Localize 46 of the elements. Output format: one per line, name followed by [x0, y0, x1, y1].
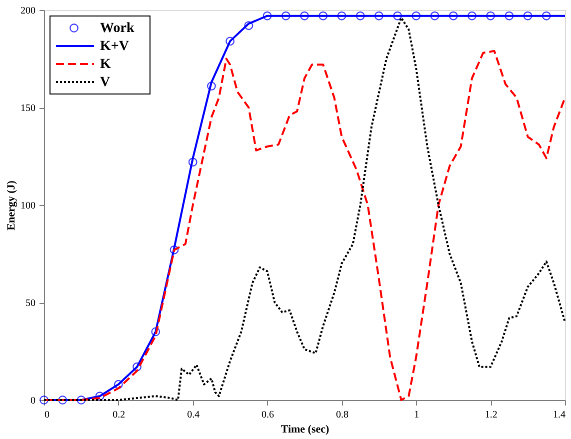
y-tick-label: 150 — [20, 103, 36, 114]
legend-label: Work — [100, 21, 134, 36]
x-tick-label: 1 — [414, 410, 420, 420]
point — [393, 11, 402, 20]
x-tick-label: 0.8 — [336, 410, 348, 420]
point — [206, 82, 216, 91]
point — [504, 11, 514, 20]
legend-label: K+V — [100, 39, 129, 54]
y-tick-label: 50 — [26, 298, 36, 309]
x-tick-label: 0 — [44, 410, 50, 420]
x-tick-label: 0.6 — [262, 410, 274, 420]
point — [170, 245, 179, 254]
point — [188, 158, 198, 167]
point — [412, 11, 421, 20]
point — [300, 11, 309, 20]
legend-label: K — [100, 57, 111, 72]
legend-label: V — [100, 75, 110, 90]
point — [374, 11, 384, 20]
point — [318, 11, 328, 20]
x-tick-label: 0.2 — [112, 410, 126, 420]
point — [467, 11, 476, 20]
point — [244, 21, 254, 30]
point — [262, 11, 272, 20]
x-tick-label: 1.2 — [484, 410, 498, 420]
point — [356, 11, 365, 20]
x-tick-label: 1.4 — [553, 410, 566, 420]
point — [430, 11, 440, 20]
y-tick-label: 100 — [20, 200, 36, 212]
y-tick-label: 0 — [30, 396, 36, 406]
point — [337, 11, 346, 20]
point — [523, 11, 532, 20]
point — [132, 362, 142, 372]
point — [76, 396, 86, 404]
point — [95, 392, 104, 401]
x-axis-title: Time (sec) — [280, 424, 330, 436]
point — [542, 11, 551, 20]
y-axis-title: Energy (J) — [6, 180, 18, 230]
point — [114, 380, 123, 389]
point — [226, 36, 235, 46]
point — [486, 11, 496, 20]
point — [281, 11, 290, 20]
point — [58, 396, 68, 404]
y-tick-label: 200 — [20, 6, 36, 16]
point — [448, 11, 458, 20]
point — [151, 327, 160, 336]
x-tick-label: 0.4 — [187, 410, 200, 420]
